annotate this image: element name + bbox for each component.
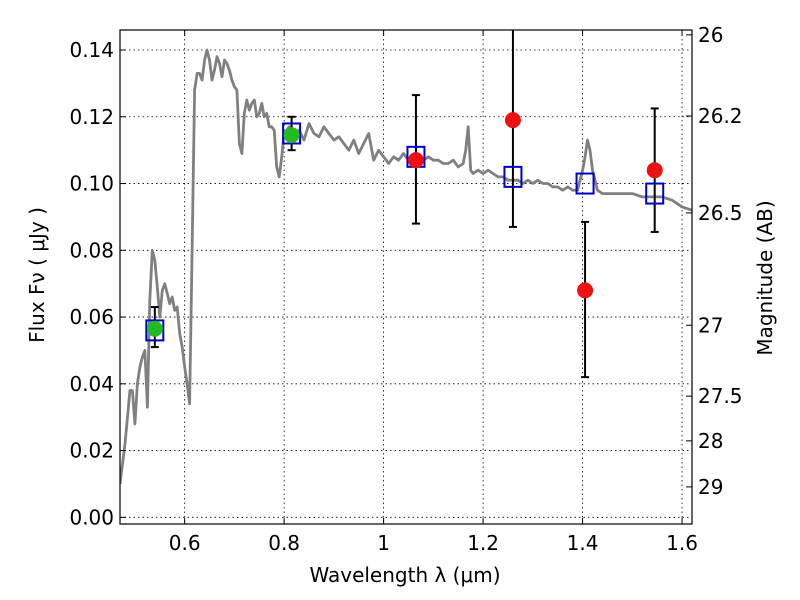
x-tick-label: 1.4 [567, 531, 599, 555]
y2-tick-label: 26 [698, 23, 723, 47]
x-tick-label: 1 [377, 531, 390, 555]
red-point [504, 112, 521, 129]
y-axis-label: Flux Fν ( μJy ) [25, 207, 49, 343]
x-tick-label: 1.2 [467, 531, 499, 555]
x-axis-label: Wavelength λ (μm) [309, 563, 500, 587]
y-tick-label: 0.14 [69, 38, 114, 62]
y2-tick-label: 26.2 [698, 104, 743, 128]
y-tick-label: 0.00 [69, 505, 114, 529]
green-point [146, 320, 163, 337]
y-axis-ticks: 0.00 0.02 0.04 0.06 0.08 0.10 0.12 0.14 [69, 38, 126, 529]
red-point [407, 152, 424, 169]
model-band-square [575, 172, 595, 195]
y2-tick-label: 27 [698, 313, 723, 337]
green-point [283, 127, 300, 144]
x-tick-label: 0.6 [169, 531, 201, 555]
red-point [646, 162, 663, 179]
y2-tick-label: 29 [698, 475, 723, 499]
y2-tick-label: 27.5 [698, 384, 743, 408]
y2-axis-label: Magnitude (AB) [753, 200, 777, 355]
y-tick-label: 0.02 [69, 439, 114, 463]
model-band-square [145, 319, 165, 342]
y-tick-label: 0.06 [69, 305, 114, 329]
y2-axis-ticks: 26 26.2 26.5 27 27.5 28 29 [686, 23, 743, 499]
x-tick-label: 0.8 [268, 531, 300, 555]
model-band-square [645, 182, 665, 205]
grid-lines [120, 30, 692, 524]
plot-frame [119, 29, 693, 525]
series-layer [120, 30, 692, 485]
y-tick-label: 0.04 [69, 372, 114, 396]
model-band-square [503, 165, 523, 188]
x-axis-ticks: 0.6 0.8 1 1.2 1.4 1.6 [169, 30, 698, 555]
red-point [577, 282, 594, 299]
x-tick-label: 1.6 [666, 531, 698, 555]
y2-tick-label: 26.5 [698, 201, 743, 225]
y-tick-label: 0.12 [69, 105, 114, 129]
model-sed-line [120, 48, 692, 485]
y-tick-label: 0.10 [69, 172, 114, 196]
y-tick-label: 0.08 [69, 238, 114, 262]
model-band-square [282, 122, 302, 145]
y2-tick-label: 28 [698, 429, 723, 453]
